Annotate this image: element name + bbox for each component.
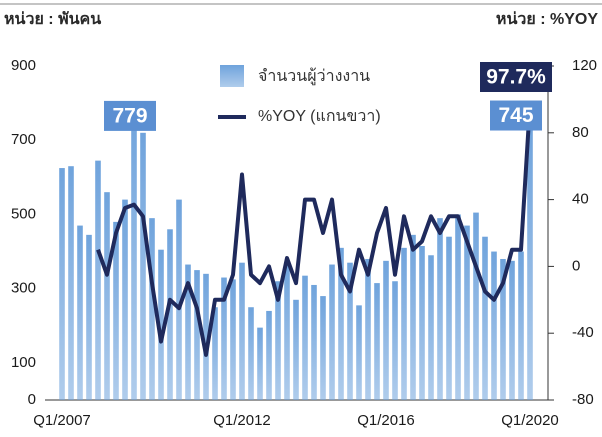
- x-tick-label: Q1/2016: [357, 412, 415, 429]
- y-tick-label: 300: [11, 280, 36, 297]
- bar: [437, 218, 443, 400]
- bar: [221, 277, 227, 400]
- bar: [293, 299, 299, 400]
- x-tick-label: Q1/2012: [213, 412, 271, 429]
- bar: [239, 262, 245, 400]
- bar: [347, 262, 353, 400]
- bar: [302, 275, 308, 400]
- bar: [473, 212, 479, 400]
- bar: [275, 281, 281, 400]
- bar: [356, 305, 362, 400]
- bar: [428, 255, 434, 400]
- y-tick-label: 700: [11, 131, 36, 148]
- y-tick-label: 500: [11, 205, 36, 222]
- bar: [527, 123, 533, 401]
- bar: [185, 264, 191, 400]
- bar: [338, 247, 344, 400]
- bar: [284, 262, 290, 400]
- bar: [500, 258, 506, 400]
- bar: [509, 260, 515, 400]
- bar: [329, 264, 335, 400]
- bar: [248, 307, 254, 400]
- bar: [401, 247, 407, 400]
- x-tick-label: Q1/2020: [501, 412, 559, 429]
- legend-swatch: [220, 65, 244, 87]
- x-tick-label: Q1/2007: [33, 412, 91, 429]
- value-label: 779: [112, 104, 147, 127]
- legend-label: จำนวนผู้ว่างงาน: [258, 67, 370, 86]
- y2-tick-label: -80: [572, 391, 594, 408]
- bar: [167, 229, 173, 400]
- value-label: 745: [498, 104, 533, 127]
- y2-axis-label: หน่วย : %YOY: [496, 11, 598, 28]
- bar: [131, 110, 137, 400]
- bar: [86, 234, 92, 400]
- bar: [176, 199, 182, 400]
- bar: [257, 327, 263, 400]
- bar: [113, 221, 119, 400]
- bar: [518, 251, 524, 400]
- y-tick-label: 900: [11, 57, 36, 74]
- bar: [446, 236, 452, 400]
- bar: [320, 296, 326, 400]
- bar: [455, 214, 461, 400]
- y2-tick-label: 0: [572, 257, 580, 274]
- bar: [311, 284, 317, 400]
- bar: [212, 307, 218, 400]
- bar: [194, 270, 200, 400]
- bar: [122, 199, 128, 400]
- y2-tick-label: 40: [572, 191, 589, 208]
- bar: [491, 251, 497, 400]
- bar: [77, 225, 83, 400]
- value-label-box: [490, 100, 542, 131]
- y2-tick-label: -40: [572, 324, 594, 341]
- value-label: 97.7%: [486, 66, 546, 89]
- bar: [365, 258, 371, 400]
- bar: [374, 283, 380, 400]
- bar: [464, 225, 470, 400]
- bar: [383, 260, 389, 400]
- bar: [266, 310, 272, 400]
- bar: [203, 273, 209, 400]
- bar: [95, 160, 101, 400]
- bar: [158, 249, 164, 400]
- bar: [140, 132, 146, 401]
- y-tick-label: 0: [28, 391, 36, 408]
- bar: [392, 281, 398, 400]
- y2-tick-label: 120: [572, 57, 597, 74]
- bar: [68, 166, 74, 400]
- value-label-box: [480, 62, 552, 92]
- line: [96, 103, 532, 357]
- y2-tick-label: 80: [572, 124, 589, 141]
- y-tick-label: 100: [11, 354, 36, 371]
- bar: [410, 234, 416, 400]
- bar: [59, 168, 65, 400]
- y-axis-label: หน่วย : พันคน: [4, 10, 101, 28]
- value-label-box: [104, 100, 156, 131]
- legend-label: %YOY (แกนขวา): [258, 108, 381, 125]
- bar: [104, 192, 110, 400]
- bar: [482, 236, 488, 400]
- bar: [419, 245, 425, 400]
- bar: [149, 218, 155, 400]
- bar: [230, 279, 236, 400]
